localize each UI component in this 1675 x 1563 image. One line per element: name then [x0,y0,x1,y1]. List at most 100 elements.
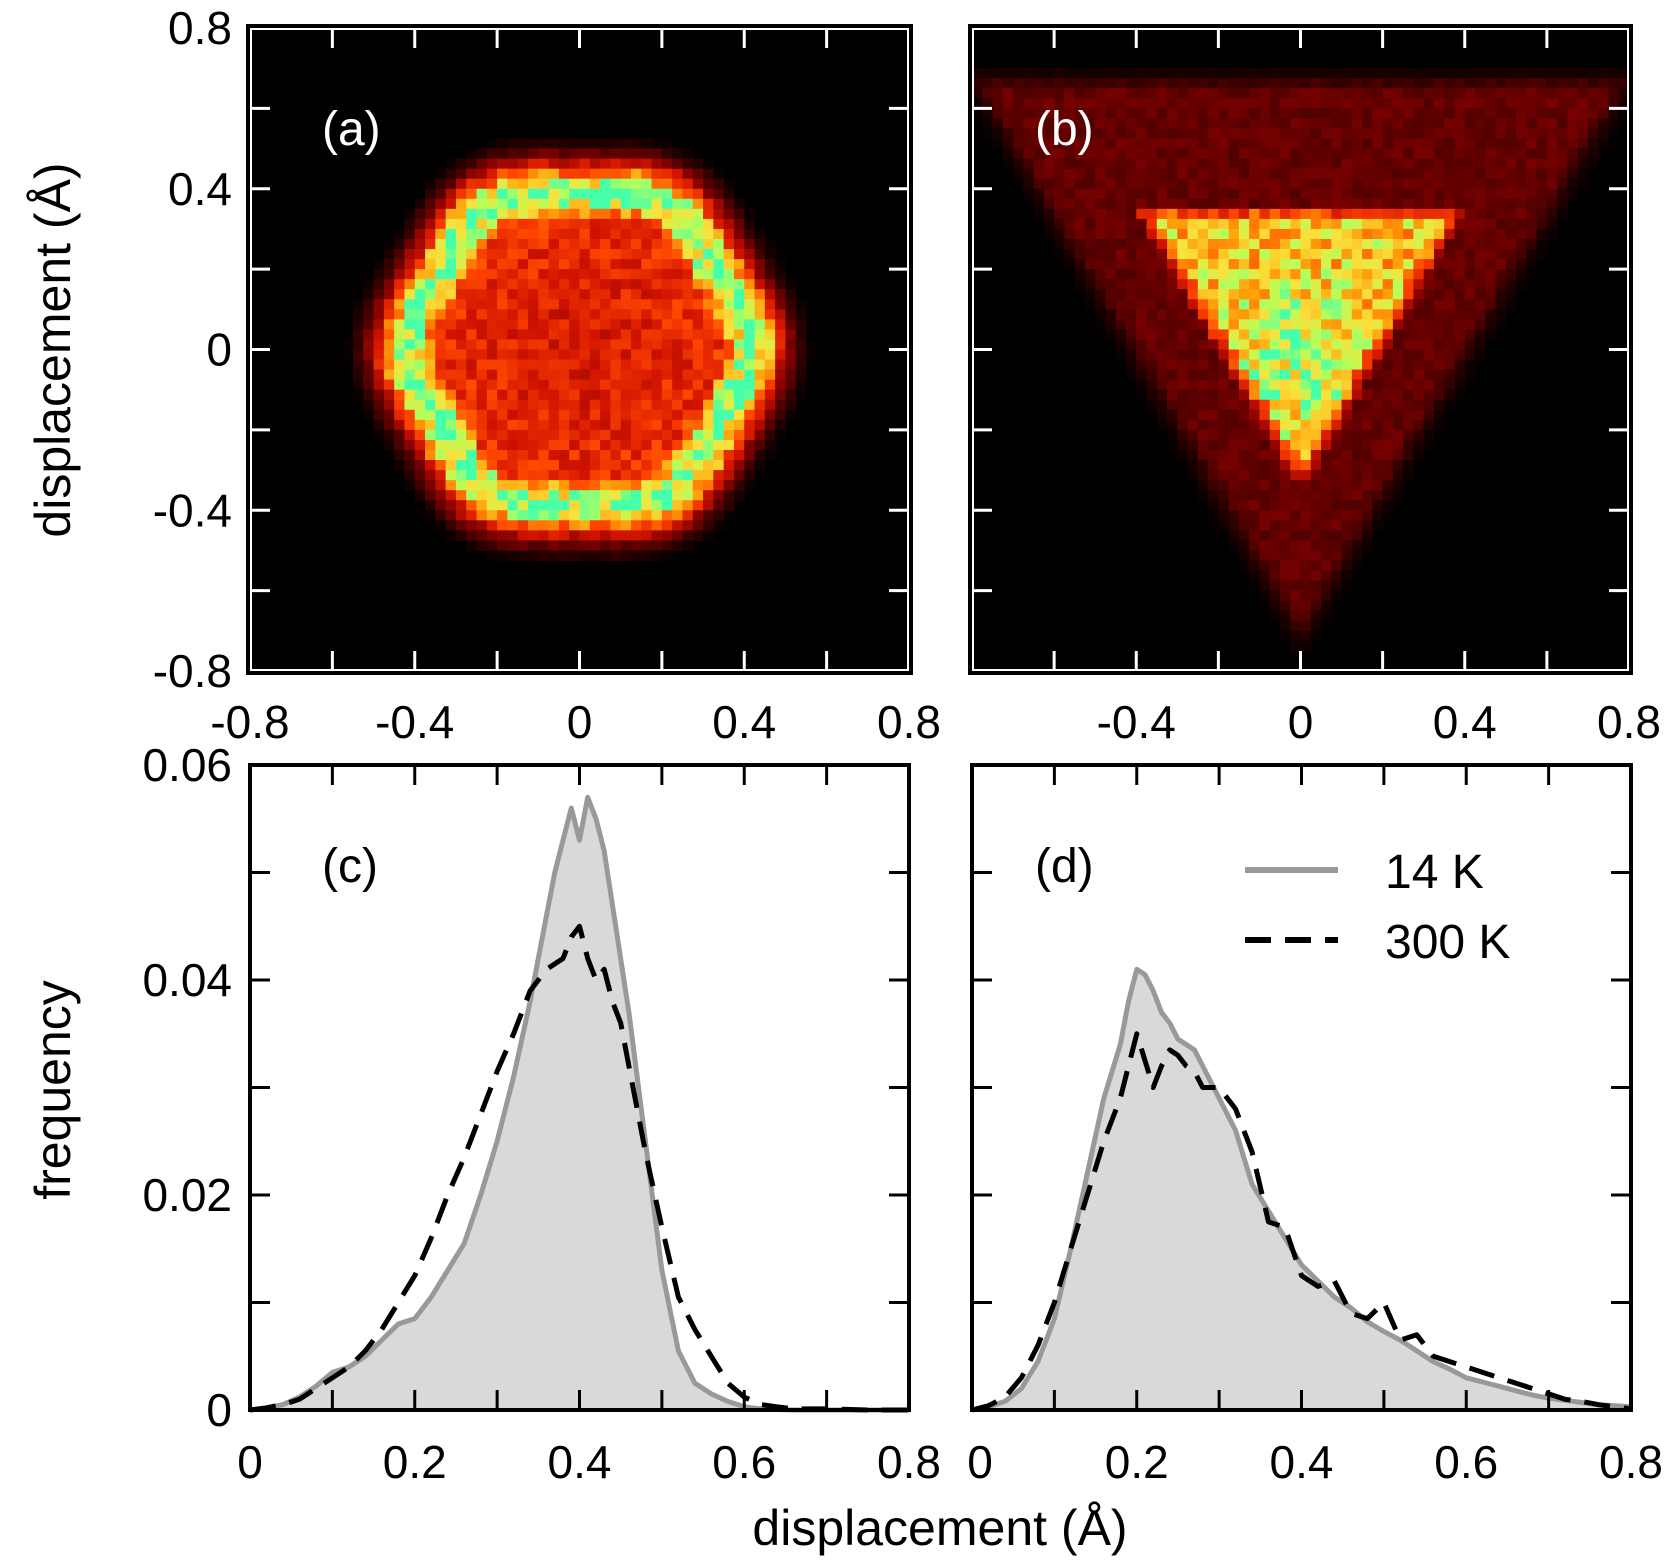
heatmap-b-cell [1125,208,1137,220]
heatmap-b-cell [1238,359,1250,371]
heatmap-a-cell [569,188,581,200]
heatmap-b-cell [1300,118,1312,130]
heatmap-b-cell [1136,349,1148,361]
heatmap-a-cell [703,279,714,290]
heatmap-b-cell [1125,148,1137,160]
heatmap-a-cell [455,168,467,180]
heatmap-b-cell [1249,218,1261,230]
heatmap-b-cell [1485,289,1497,300]
heatmap-b-cell [1177,399,1189,411]
heatmap-b-cell [1228,88,1240,99]
heatmap-b-cell [1249,460,1261,471]
heatmap-b-cell [1382,188,1394,200]
heatmap-a-cell [486,419,498,431]
heatmap-b-cell [1136,289,1148,300]
heatmap-b-cell [1362,319,1373,331]
heatmap-b-cell [1382,88,1394,99]
heatmap-b-cell [1382,259,1394,270]
heatmap-b-cell [1136,208,1148,220]
heatmap-b-cell [1475,228,1486,240]
heatmap-b-cell [1526,228,1538,240]
heatmap-a-cell [630,470,642,481]
heatmap-b-cell [1187,309,1199,320]
heatmap-a-cell [620,419,632,431]
heatmap-a-cell [486,309,498,320]
heatmap-a-cell [661,550,673,562]
heatmap-b-cell [1557,158,1569,170]
heatmap-b-cell [1372,329,1384,341]
heatmap-b-cell [1516,259,1527,270]
heatmap-b-cell [1577,98,1589,109]
heatmap-b-cell [1403,449,1415,461]
heatmap-a-cell [600,550,611,562]
heatmap-a-cell [754,238,766,250]
heatmap-a-cell [661,480,673,491]
heatmap-b-cell [1331,590,1343,602]
heatmap-a-cell [723,369,735,381]
heatmap-a-cell [661,339,673,351]
heatmap-b-cell [1167,108,1178,120]
heatmap-b-cell [1259,108,1271,120]
heatmap-a-cell [620,138,632,150]
heatmap-b-cell [1279,108,1291,120]
heatmap-b-cell [1136,168,1148,180]
heatmap-b-cell [1279,98,1291,109]
heatmap-b-cell [1279,68,1291,79]
heatmap-a-cell [404,269,416,280]
heatmap-b-cell [1074,108,1086,120]
heatmap-b-cell [1269,550,1281,562]
heatmap-b-cell [1331,429,1343,441]
heatmap-b-cell [1495,78,1507,89]
heatmap-a-cell [682,309,694,320]
heatmap-a-cell [497,269,509,280]
heatmap-a-cell [569,249,581,260]
heatmap-b-cell [1177,279,1189,290]
heatmap-b-cell [1064,108,1076,120]
heatmap-a-cell [579,279,591,290]
heatmap-b-cell [1228,98,1240,109]
heatmap-b-cell [1392,299,1404,310]
heatmap-b-cell [1300,319,1312,331]
heatmap-b-cell [1300,349,1312,361]
heatmap-a-cell [775,399,787,411]
heatmap-a-cell [630,379,642,391]
heatmap-a-cell [579,138,591,150]
heatmap-a-cell [703,439,714,451]
heatmap-a-cell [507,490,519,501]
heatmap-a-cell [775,279,787,290]
heatmap-b-cell [1382,108,1394,120]
heatmap-b-cell [1218,449,1230,461]
heatmap-b-cell [1279,228,1291,240]
heatmap-a-cell [733,238,745,250]
heatmap-a-cell [383,289,395,300]
heatmap-b-cell [1177,138,1189,150]
heatmap-b-cell [1464,228,1476,240]
heatmap-b-cell [1392,339,1404,351]
heatmap-b-cell [1115,339,1127,351]
heatmap-a-cell [754,449,766,461]
heatmap-a-cell [744,419,756,431]
heatmap-a-cell [486,228,498,240]
heatmap-a-cell [775,289,787,300]
heatmap-b-cell [1505,208,1517,220]
heatmap-a-cell [600,409,611,421]
heatmap-b-cell [1382,138,1394,150]
heatmap-b-cell [1259,128,1271,140]
heatmap-b-cell [1238,168,1250,180]
heatmap-a-cell [775,409,787,421]
heatmap-b-cell [1321,560,1332,572]
xtick-label-c: 0 [237,1436,263,1488]
heatmap-a-cell [620,269,632,280]
heatmap-a-cell [455,249,467,260]
heatmap-b-cell [1423,309,1435,320]
heatmap-a-cell [445,409,457,421]
heatmap-a-cell [713,279,725,290]
heatmap-a-cell [497,530,509,541]
heatmap-b-cell [1310,218,1322,230]
heatmap-a-cell [363,339,375,351]
heatmap-b-cell [1433,208,1445,220]
heatmap-a-cell [455,228,467,240]
heatmap-a-cell [414,299,426,310]
heatmap-a-cell [600,379,611,391]
heatmap-b-cell [1321,349,1332,361]
